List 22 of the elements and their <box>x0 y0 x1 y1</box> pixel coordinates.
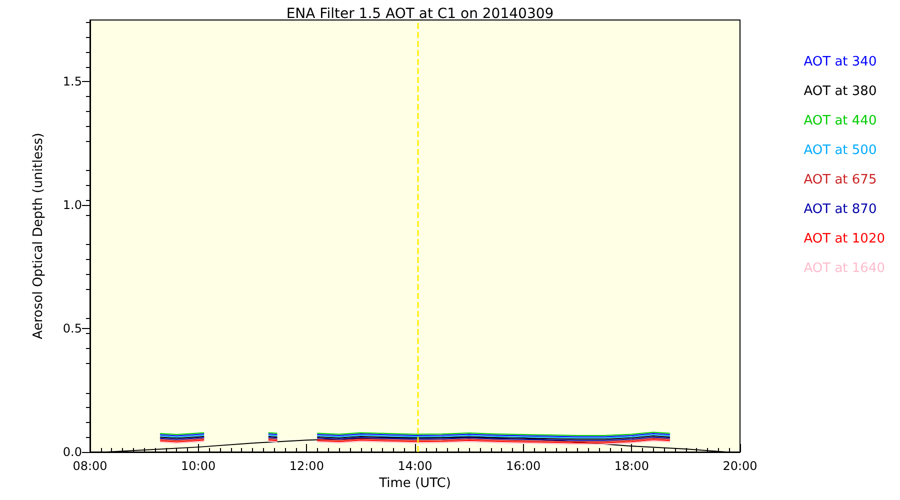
x-tick-label: 20:00 <box>722 459 758 473</box>
text: AOT at 380 <box>804 84 877 99</box>
x-tick-label: 12:00 <box>289 459 324 473</box>
text: AOT at 340 <box>804 54 877 70</box>
x-tick-label: 08:00 <box>72 459 108 473</box>
x-tick-label: 14:00 <box>398 459 432 473</box>
y-tick-label: 0.5 <box>62 322 82 336</box>
y-tick-label: 0.0 <box>62 445 82 459</box>
x-tick-label: 16:00 <box>506 459 541 473</box>
text: AOT at 675 <box>804 172 877 188</box>
x-axis-title: Time (UTC) <box>378 476 451 491</box>
y-axis-title: Aerosol Optical Depth (unitless) <box>31 132 46 340</box>
y-tick-label: 1.5 <box>62 74 82 89</box>
text: AOT at 1020 <box>804 232 885 246</box>
y-tick-label: 1.0 <box>62 198 82 212</box>
x-tick-label: 10:00 <box>181 459 216 473</box>
text: AOT at 440 <box>804 114 877 128</box>
text: AOT at 870 <box>804 202 877 217</box>
text: AOT at 500 <box>804 143 877 158</box>
text: AOT at 1640 <box>804 261 885 276</box>
chart-title: ENA Filter 1.5 AOT at C1 on 20140309 <box>286 6 554 22</box>
x-tick-label: 18:00 <box>614 459 649 473</box>
